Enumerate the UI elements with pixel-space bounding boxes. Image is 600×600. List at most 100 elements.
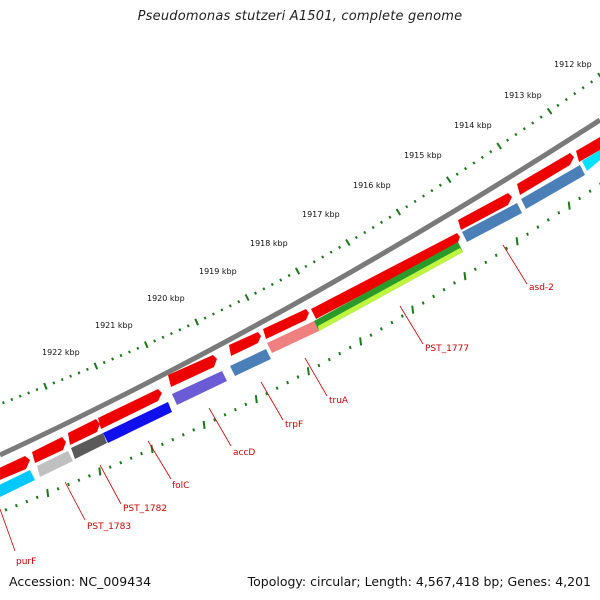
gene-label-folc[interactable]: folC — [172, 481, 189, 491]
inner-tick — [25, 499, 29, 504]
gene-label-accd[interactable]: accD — [233, 448, 255, 458]
scale-tick — [194, 318, 200, 326]
inner-tick — [536, 225, 540, 229]
inner-tick — [35, 495, 39, 500]
scale-tick — [345, 238, 351, 247]
gene-label-pst-1782[interactable]: PST_1782 — [123, 504, 167, 514]
inner-tick — [432, 294, 436, 299]
scale-tick — [143, 341, 149, 349]
scale-tick — [455, 172, 459, 176]
inner-tick — [578, 196, 582, 201]
gene-label-trua[interactable]: truA — [329, 396, 349, 406]
scale-tick — [35, 388, 39, 392]
inner-tick — [56, 487, 60, 491]
gene-label-pst-1777[interactable]: PST_1777 — [425, 344, 469, 354]
scale-tick — [178, 328, 182, 332]
inner-tick — [140, 451, 143, 456]
kbp-label: 1919 kbp — [199, 267, 237, 276]
scale-tick — [127, 350, 131, 354]
gene-reverse-9[interactable] — [462, 203, 522, 242]
inner-tick — [244, 402, 248, 407]
gene-reverse-5[interactable] — [172, 371, 227, 405]
gene-reverse-1[interactable] — [0, 470, 35, 497]
inner-tick — [202, 420, 206, 430]
inner-tick — [160, 442, 164, 447]
kbp-label: 1913 kbp — [504, 91, 542, 100]
inner-tick — [557, 211, 561, 215]
kbp-label: 1912 kbp — [554, 60, 592, 69]
kbp-label: 1917 kbp — [302, 210, 340, 219]
gene-forward-1[interactable] — [0, 456, 30, 482]
gene-reverse-3[interactable] — [71, 433, 107, 459]
gene-forward-11[interactable] — [576, 137, 600, 162]
gene-forward-5[interactable] — [168, 355, 217, 387]
inner-tick — [348, 345, 352, 350]
gene-forward-9[interactable] — [458, 193, 512, 230]
genome-backbone — [0, 117, 600, 458]
gene-forward-6[interactable] — [229, 332, 261, 356]
outer-dotted-ring — [1, 72, 600, 405]
gene-label-pst-1783[interactable]: PST_1783 — [87, 522, 131, 532]
gene-forward-8[interactable] — [311, 233, 460, 319]
gene-forward-7[interactable] — [263, 309, 309, 339]
scale-tick — [438, 183, 442, 187]
scale-tick — [102, 360, 106, 365]
gene-reverse-11[interactable] — [582, 150, 600, 171]
scale-tick — [93, 362, 99, 370]
gene-reverse-4[interactable] — [103, 402, 172, 443]
inner-tick — [129, 456, 133, 460]
scale-tick — [211, 312, 215, 316]
scale-tick — [597, 72, 600, 78]
scale-tick — [312, 260, 316, 264]
inner-tick — [296, 375, 300, 379]
inner-tick — [223, 413, 227, 417]
inner-tick — [213, 418, 217, 422]
inner-tick — [338, 351, 342, 356]
inner-tick — [77, 478, 81, 482]
gene-label-asd-2[interactable]: asd-2 — [529, 283, 554, 293]
gene-reverse-2[interactable] — [37, 451, 73, 477]
kbp-label: 1916 kbp — [353, 181, 391, 190]
callout-line — [502, 244, 528, 285]
inner-tick — [46, 488, 50, 498]
scale-tick — [10, 397, 14, 402]
inner-tick — [265, 391, 269, 396]
kbp-label: 1920 kbp — [147, 294, 185, 303]
gene-forward-4[interactable] — [98, 389, 162, 429]
scale-tick — [169, 331, 173, 336]
scale-tick — [371, 225, 375, 230]
callout-line — [260, 381, 284, 421]
scale-tick — [270, 282, 274, 287]
gene-forward-3[interactable] — [68, 419, 100, 445]
gene-forward-10[interactable] — [517, 153, 574, 195]
scale-tick — [186, 324, 190, 328]
scale-tick — [27, 391, 31, 395]
inner-tick — [390, 320, 394, 325]
scale-labels: 1912 kbp 1913 kbp 1914 kbp 1915 kbp 1916… — [42, 60, 592, 357]
inner-tick — [526, 232, 529, 236]
scale-tick — [244, 293, 250, 302]
gene-reverse-10[interactable] — [521, 165, 585, 209]
gene-reverse-6[interactable] — [230, 349, 271, 376]
inner-tick — [67, 482, 70, 487]
gene-forward-2[interactable] — [32, 437, 66, 463]
scale-tick — [379, 220, 384, 225]
gene-label-purf[interactable]: purF — [16, 557, 36, 567]
inner-tick — [87, 474, 91, 478]
inner-tick — [119, 460, 123, 465]
scale-tick — [430, 189, 434, 193]
scale-tick — [52, 381, 56, 385]
scale-tick — [564, 97, 568, 102]
genome-title: Pseudomonas stutzeri A1501, complete gen… — [137, 9, 463, 24]
inner-tick-ring — [4, 182, 600, 512]
inner-tick — [546, 218, 550, 222]
gene-reverse-7[interactable] — [267, 321, 319, 353]
inner-tick — [317, 363, 321, 368]
scale-tick — [363, 230, 367, 235]
inner-tick — [421, 301, 425, 305]
scale-tick — [287, 273, 291, 278]
kbp-label: 1914 kbp — [454, 121, 492, 130]
scale-tick — [522, 127, 526, 131]
gene-label-trpf[interactable]: trpF — [285, 420, 303, 430]
